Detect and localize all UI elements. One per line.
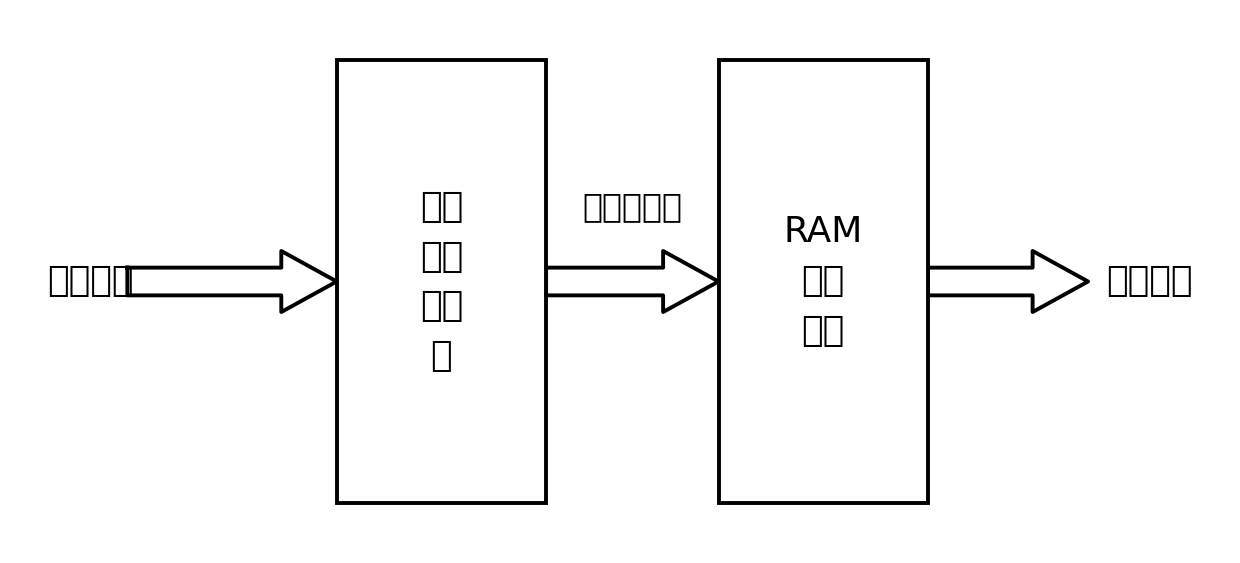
Text: 路: 路 [430, 339, 453, 373]
Text: RAM: RAM [784, 215, 863, 249]
Polygon shape [128, 251, 337, 312]
Text: 电路: 电路 [801, 314, 844, 348]
Text: 表筛: 表筛 [420, 239, 463, 274]
Text: 温度计码: 温度计码 [47, 265, 134, 298]
Text: 选电: 选电 [420, 289, 463, 324]
Text: 二进制码: 二进制码 [1106, 265, 1193, 298]
Bar [337, 60, 546, 503]
Bar [718, 60, 928, 503]
Text: 存储: 存储 [801, 265, 844, 298]
Polygon shape [546, 251, 718, 312]
Text: 读使能信号: 读使能信号 [583, 190, 682, 223]
Text: 查找: 查找 [420, 190, 463, 224]
Polygon shape [928, 251, 1087, 312]
